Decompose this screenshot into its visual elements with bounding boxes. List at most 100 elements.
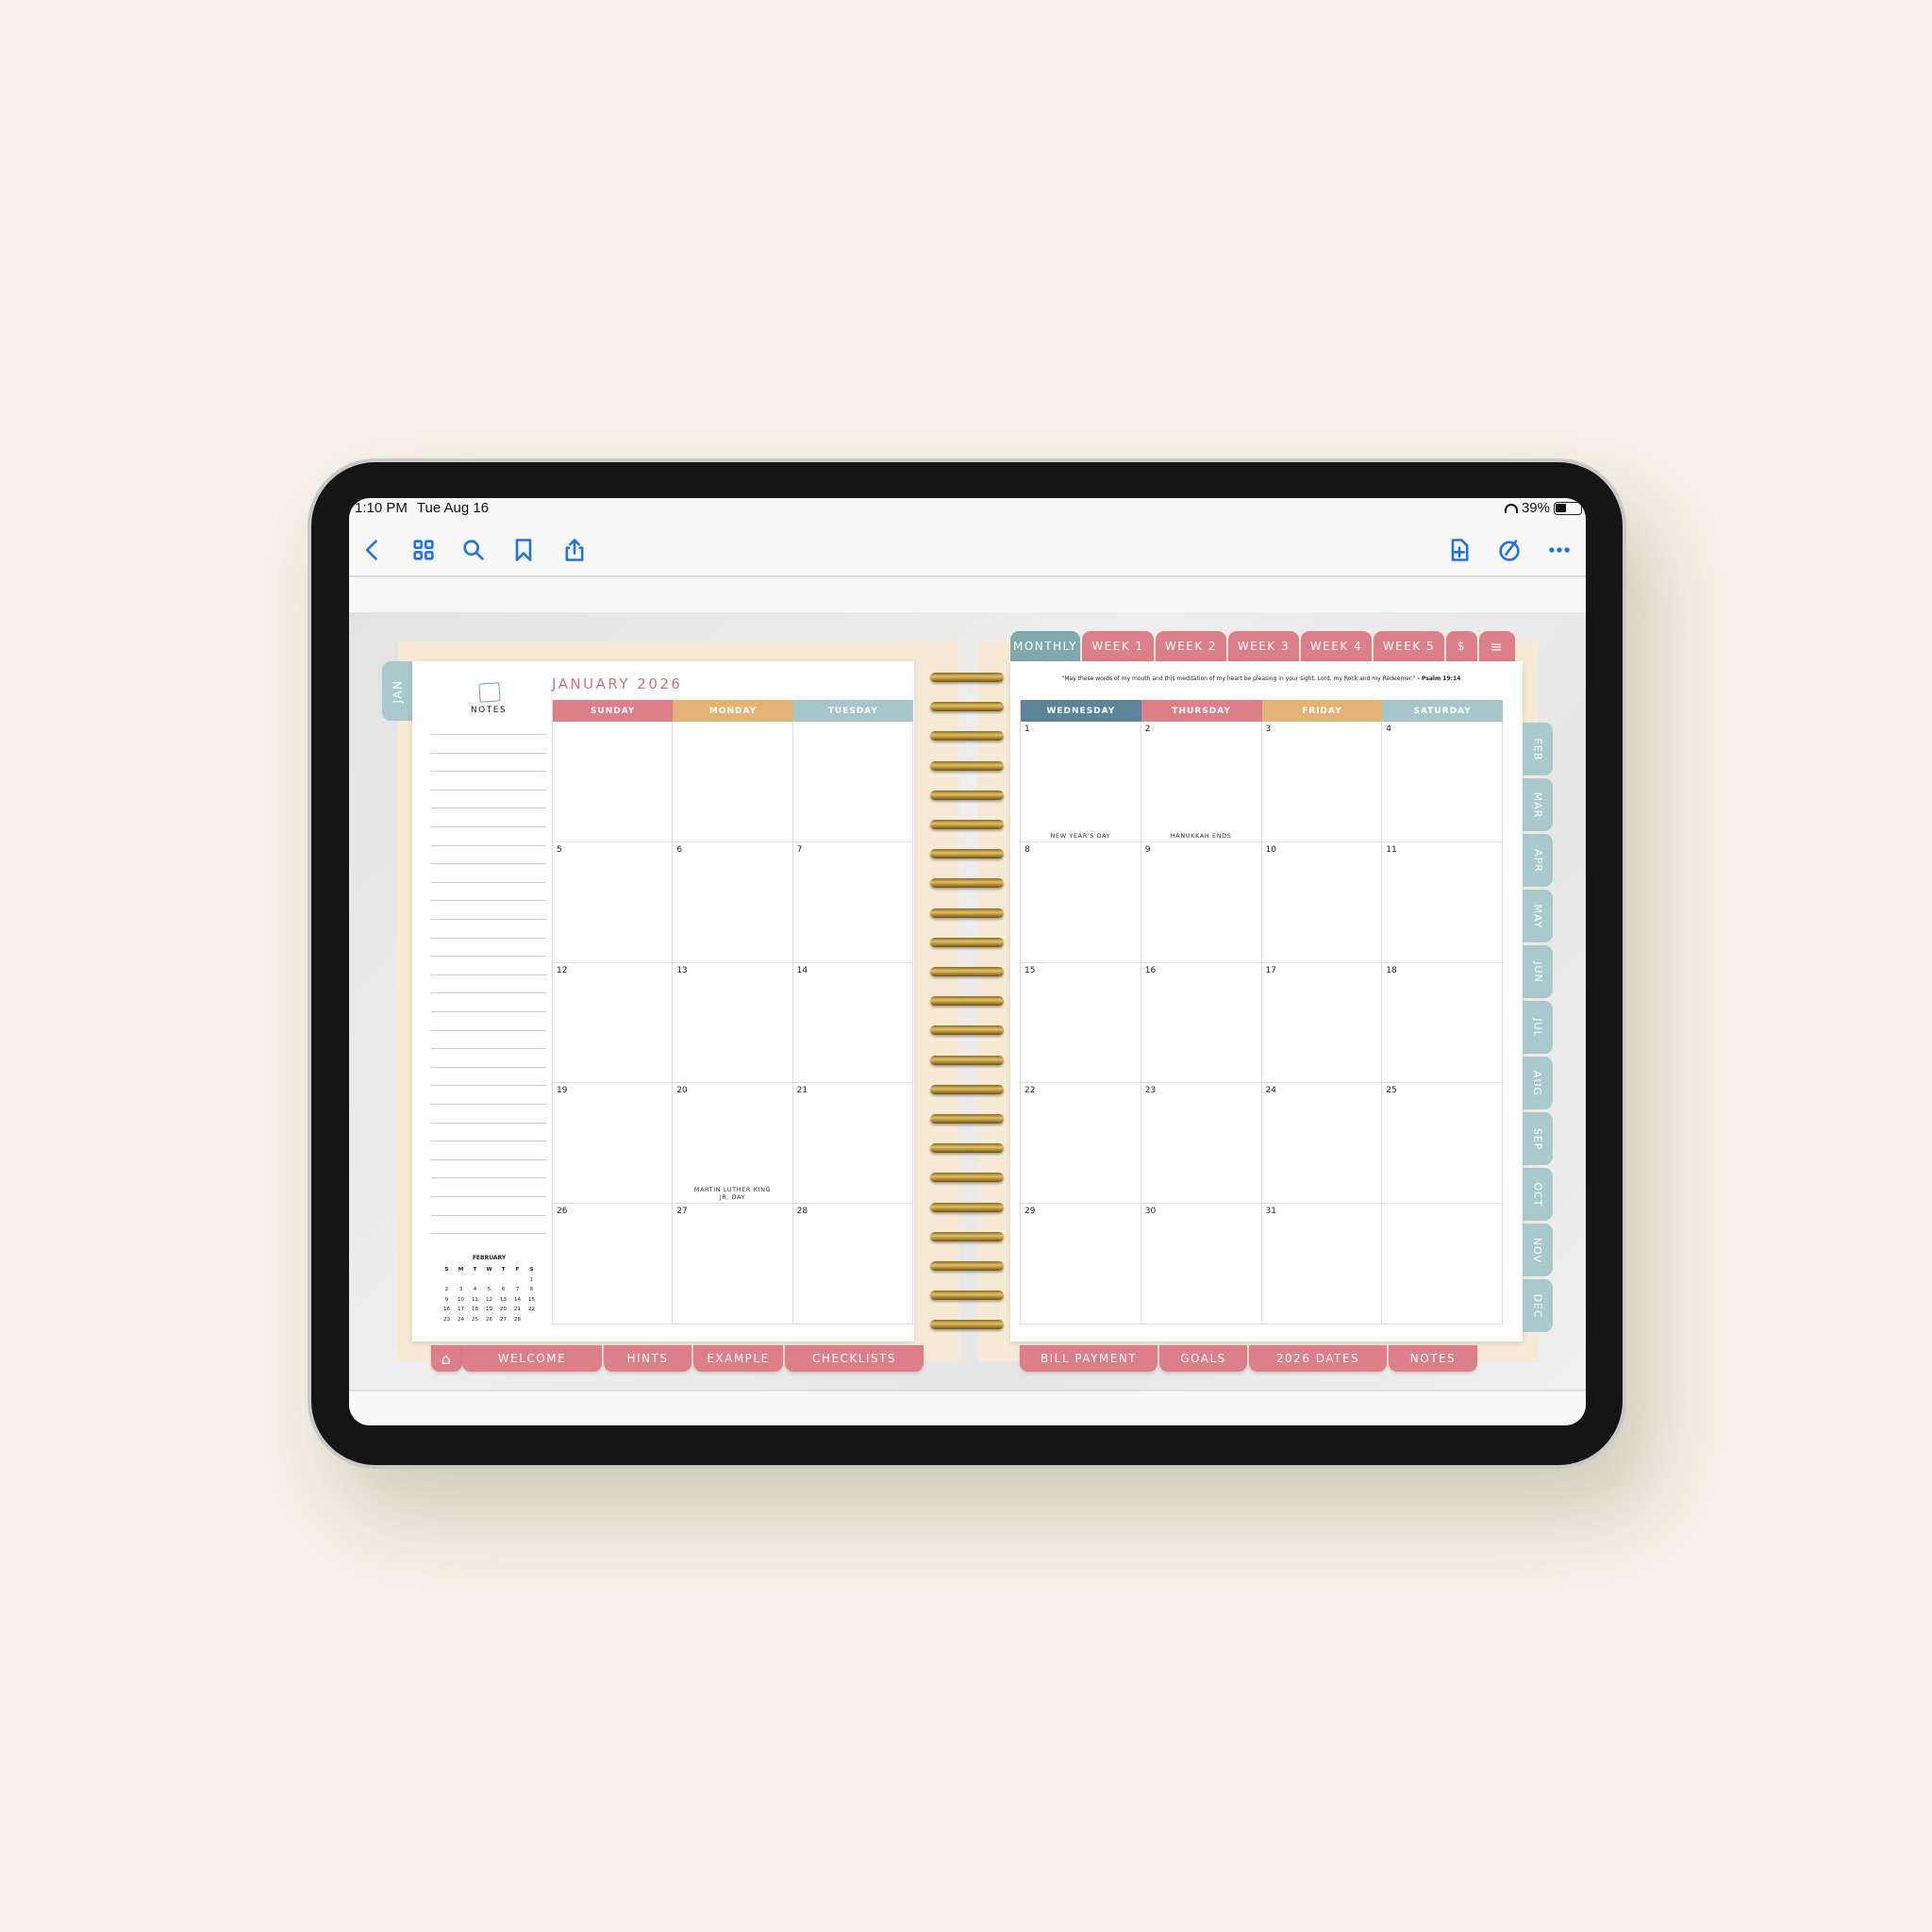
calendar-day-cell[interactable]: 28 (792, 1204, 913, 1324)
month-tab-jan[interactable]: JAN (382, 661, 414, 721)
search-icon[interactable] (458, 534, 490, 566)
month-tab-mar[interactable]: MAR (1523, 778, 1553, 831)
bottom-tab-checklists[interactable]: CHECKLISTS (785, 1345, 924, 1372)
calendar-day-cell[interactable]: 2 HANUKKAH ENDS (1141, 722, 1262, 842)
toolbar-divider (349, 575, 1586, 577)
calendar-day-cell[interactable]: 8 (1021, 841, 1141, 963)
calendar-day-cell[interactable]: 15 (1021, 962, 1141, 1084)
calendar-day-cell[interactable]: 11 (1382, 841, 1503, 963)
bottom-tab-notes[interactable]: NOTES (1389, 1345, 1477, 1372)
month-tab-jul[interactable]: JUL (1523, 1001, 1553, 1054)
top-tab-week-4[interactable]: WEEK 4 (1301, 631, 1372, 661)
mini-day (496, 1275, 510, 1286)
mini-day: 5 (487, 1287, 491, 1292)
note-line (431, 752, 546, 754)
calendar-day-cell[interactable]: 14 (792, 962, 913, 1084)
calendar-day-cell[interactable]: 10 (1261, 841, 1383, 963)
top-tab-notes[interactable]: ≡ (1479, 631, 1515, 661)
day-number: 6 (676, 844, 683, 855)
calendar-day-cell[interactable]: 29 (1021, 1204, 1141, 1324)
calendar-day-cell[interactable]: 19 (553, 1083, 674, 1205)
mini-day: 23 (443, 1316, 450, 1323)
mini-day: 8 (529, 1287, 534, 1292)
bottom-tab-2026-dates[interactable]: 2026 DATES (1249, 1345, 1387, 1372)
calendar-day-cell[interactable] (553, 722, 674, 842)
note-line (431, 881, 546, 883)
bottom-tab-hints[interactable]: HINTS (604, 1345, 691, 1372)
top-tab-week-2[interactable]: WEEK 2 (1156, 631, 1226, 661)
day-number: 30 (1144, 1207, 1157, 1217)
month-tab-sep[interactable]: SEP (1523, 1112, 1553, 1165)
calendar-day-cell[interactable] (1382, 1204, 1503, 1324)
top-tab-budget[interactable]: $ (1446, 631, 1477, 661)
calendar-day-cell[interactable]: 24 (1261, 1083, 1383, 1205)
month-tab-may[interactable]: MAY (1523, 890, 1553, 942)
calendar-day-cell[interactable] (792, 722, 913, 842)
calendar-day-cell[interactable]: 13 (673, 962, 793, 1084)
calendar-day-cell[interactable]: 18 (1382, 962, 1503, 1084)
calendar-day-cell[interactable]: 4 (1382, 722, 1503, 842)
top-tab-monthly[interactable]: MONTHLY (1010, 631, 1080, 661)
top-tab-week-1[interactable]: WEEK 1 (1082, 631, 1154, 661)
mini-weekday: S (529, 1267, 534, 1273)
spiral-ring (930, 937, 1004, 947)
calendar-day-cell[interactable]: 12 (553, 962, 674, 1084)
calendar-day-cell[interactable]: 5 (553, 841, 674, 963)
top-tab-week-5[interactable]: WEEK 5 (1374, 631, 1444, 661)
month-tab-apr[interactable]: APR (1523, 834, 1553, 887)
month-tab-oct[interactable]: OCT (1523, 1168, 1553, 1221)
bottom-tab-bill-payment[interactable]: BILL PAYMENT (1020, 1345, 1158, 1372)
month-tab-aug[interactable]: AUG (1523, 1057, 1553, 1109)
wifi-icon (1504, 503, 1518, 513)
calendar-day-cell[interactable]: 27 (673, 1204, 793, 1324)
holiday-label: NEW YEAR'S DAY (1050, 831, 1111, 840)
calendar-day-cell[interactable]: 26 (553, 1204, 674, 1324)
home-tab[interactable]: ⌂ (431, 1345, 462, 1372)
spiral-ring (930, 1261, 1004, 1271)
calendar-day-cell[interactable]: 6 (673, 841, 793, 963)
calendar-day-cell[interactable]: 21 (792, 1083, 913, 1205)
day-number: 3 (1265, 724, 1272, 734)
calendar-day-cell[interactable]: 1 NEW YEAR'S DAY (1021, 722, 1141, 842)
calendar-day-cell[interactable]: 23 (1141, 1083, 1262, 1205)
month-tab-feb[interactable]: FEB (1523, 723, 1553, 775)
month-tab-jun[interactable]: JUN (1523, 945, 1553, 998)
calendar-day-cell[interactable]: 16 (1141, 962, 1262, 1084)
calendar-day-cell[interactable]: 17 (1261, 962, 1383, 1084)
day-number: 14 (796, 965, 808, 975)
calendar-day-cell[interactable]: 3 (1261, 722, 1383, 842)
month-tab-nov[interactable]: NOV (1523, 1224, 1553, 1276)
day-header: MONDAY (673, 700, 793, 722)
calendar-day-cell[interactable]: 20 MARTIN LUTHER KING JR. DAY (673, 1083, 793, 1205)
markup-pen-icon[interactable] (1493, 534, 1525, 566)
bottom-tab-welcome[interactable]: WELCOME (462, 1345, 602, 1372)
bottom-tab-example[interactable]: EXAMPLE (693, 1345, 783, 1372)
mini-day: 21 (514, 1307, 521, 1312)
calendar-day-cell[interactable]: 25 (1382, 1083, 1503, 1205)
day-number: 29 (1024, 1207, 1036, 1217)
calendar-day-cell[interactable] (673, 722, 793, 842)
day-number: 28 (796, 1207, 808, 1217)
calendar-day-cell[interactable]: 30 (1141, 1204, 1262, 1324)
mini-day: 1 (529, 1276, 534, 1283)
calendar-day-cell[interactable]: 9 (1141, 841, 1262, 963)
month-tab-dec[interactable]: DEC (1523, 1279, 1553, 1332)
calendar-day-cell[interactable]: 7 (792, 841, 913, 963)
spiral-ring (930, 1084, 1004, 1094)
note-line (431, 771, 546, 773)
day-header: FRIDAY (1261, 700, 1383, 722)
mini-day: 4 (473, 1287, 477, 1292)
spiral-ring (930, 1173, 1004, 1183)
bottom-tab-goals[interactable]: GOALS (1159, 1345, 1247, 1372)
bookmark-icon[interactable] (508, 534, 540, 566)
calendar-day-cell[interactable]: 22 (1021, 1083, 1141, 1205)
right-calendar-grid: WEDNESDAY THURSDAY FRIDAY SATURDAY 1 NEW YEAR… (1020, 700, 1503, 1324)
add-page-icon[interactable] (1443, 534, 1475, 566)
more-ellipsis-icon[interactable] (1543, 534, 1575, 566)
share-icon[interactable] (558, 534, 591, 566)
spiral-ring (930, 1114, 1004, 1124)
calendar-day-cell[interactable]: 31 (1261, 1204, 1383, 1324)
top-tab-week-3[interactable]: WEEK 3 (1228, 631, 1299, 661)
grid-icon[interactable] (408, 534, 440, 566)
back-chevron-icon[interactable] (357, 534, 389, 566)
